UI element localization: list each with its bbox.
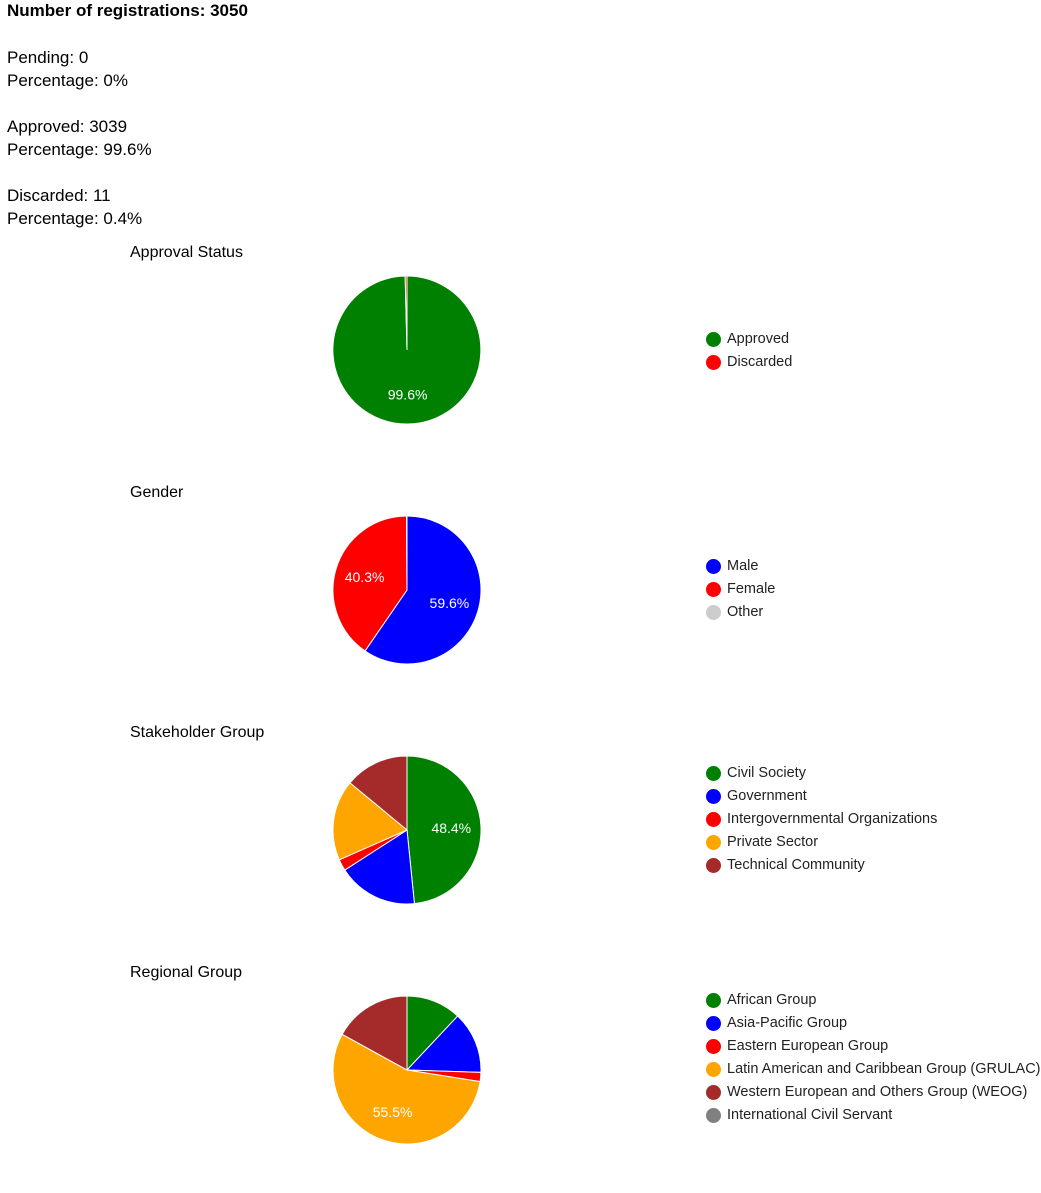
- pie-slice-label: 59.6%: [430, 595, 470, 611]
- chart-legend: African Group Asia-Pacific Group Eastern E…: [706, 990, 1041, 1128]
- legend-label: Asia-Pacific Group: [727, 1015, 847, 1031]
- legend-label: International Civil Servant: [727, 1107, 892, 1123]
- chart-title: Gender: [130, 483, 183, 503]
- pie-chart: 48.4%: [320, 743, 494, 917]
- legend-marker-icon: [706, 1108, 721, 1123]
- legend-item-government[interactable]: Government: [706, 786, 1041, 807]
- legend-label: Other: [727, 604, 763, 620]
- legend-label: Male: [727, 558, 758, 574]
- legend-label: Intergovernmental Organizations: [727, 811, 937, 827]
- legend-item-intergovernmental-organizations[interactable]: Intergovernmental Organizations: [706, 809, 1041, 830]
- pie-slice-label: 40.3%: [345, 569, 385, 585]
- legend-marker-icon: [706, 1039, 721, 1054]
- legend-item-male[interactable]: Male: [706, 556, 1041, 577]
- legend-item-female[interactable]: Female: [706, 579, 1041, 600]
- legend-label: Western European and Others Group (WEOG): [727, 1084, 1027, 1100]
- legend-marker-icon: [706, 789, 721, 804]
- pie-chart: 59.6% 40.3%: [320, 503, 494, 677]
- discarded-percentage: Percentage: 0.4%: [7, 207, 607, 230]
- legend-item-approved[interactable]: Approved: [706, 329, 1041, 350]
- chart-legend: Male Female Other: [706, 556, 1041, 625]
- chart-stakeholder-group: Stakeholder Group 48.4% Civil Society Gover…: [0, 723, 1041, 953]
- legend-item-latin-american-and-caribbean-group-grulac[interactable]: Latin American and Caribbean Group (GRUL…: [706, 1059, 1041, 1080]
- chart-regional-group: Regional Group 55.5% African Group Asia-Pac…: [0, 963, 1041, 1193]
- chart-legend: Approved Discarded: [706, 329, 1041, 375]
- approved-count: Approved: 3039: [7, 115, 607, 138]
- chart-title: Stakeholder Group: [130, 723, 264, 743]
- pie-slice-label: 55.5%: [373, 1104, 413, 1120]
- legend-marker-icon: [706, 1016, 721, 1031]
- pie-chart: 55.5%: [320, 983, 494, 1157]
- chart-legend: Civil Society Government Intergovernmental…: [706, 763, 1041, 878]
- legend-label: African Group: [727, 992, 816, 1008]
- legend-marker-icon: [706, 559, 721, 574]
- chart-approval-status: Approval Status 99.6% Approved Discarded: [0, 243, 1041, 473]
- legend-label: Technical Community: [727, 857, 865, 873]
- legend-item-asia-pacific-group[interactable]: Asia-Pacific Group: [706, 1013, 1041, 1034]
- legend-item-other[interactable]: Other: [706, 602, 1041, 623]
- legend-label: Approved: [727, 331, 789, 347]
- pending-percentage: Percentage: 0%: [7, 69, 607, 92]
- chart-title: Approval Status: [130, 243, 243, 263]
- legend-item-eastern-european-group[interactable]: Eastern European Group: [706, 1036, 1041, 1057]
- legend-item-international-civil-servant[interactable]: International Civil Servant: [706, 1105, 1041, 1126]
- legend-label: Latin American and Caribbean Group (GRUL…: [727, 1061, 1041, 1077]
- legend-marker-icon: [706, 1062, 721, 1077]
- chart-gender: Gender 59.6% 40.3% Male Female Other: [0, 483, 1041, 713]
- legend-label: Female: [727, 581, 775, 597]
- pie-slice-label: 99.6%: [388, 386, 428, 402]
- legend-marker-icon: [706, 858, 721, 873]
- legend-label: Eastern European Group: [727, 1038, 888, 1054]
- legend-label: Government: [727, 788, 807, 804]
- registrations-total: Number of registrations: 3050: [7, 0, 607, 23]
- legend-marker-icon: [706, 332, 721, 347]
- legend-item-western-european-and-others-group-weog[interactable]: Western European and Others Group (WEOG): [706, 1082, 1041, 1103]
- legend-marker-icon: [706, 582, 721, 597]
- pie-slice-label: 48.4%: [431, 820, 471, 836]
- legend-marker-icon: [706, 766, 721, 781]
- legend-item-discarded[interactable]: Discarded: [706, 352, 1041, 373]
- discarded-count: Discarded: 11: [7, 184, 607, 207]
- legend-item-african-group[interactable]: African Group: [706, 990, 1041, 1011]
- pending-count: Pending: 0: [7, 46, 607, 69]
- legend-marker-icon: [706, 1085, 721, 1100]
- legend-label: Civil Society: [727, 765, 806, 781]
- legend-item-private-sector[interactable]: Private Sector: [706, 832, 1041, 853]
- approved-percentage: Percentage: 99.6%: [7, 138, 607, 161]
- legend-marker-icon: [706, 605, 721, 620]
- legend-item-civil-society[interactable]: Civil Society: [706, 763, 1041, 784]
- legend-marker-icon: [706, 835, 721, 850]
- legend-label: Discarded: [727, 354, 792, 370]
- pie-chart: 99.6%: [320, 263, 494, 437]
- legend-marker-icon: [706, 355, 721, 370]
- legend-marker-icon: [706, 812, 721, 827]
- legend-item-technical-community[interactable]: Technical Community: [706, 855, 1041, 876]
- chart-title: Regional Group: [130, 963, 242, 983]
- legend-marker-icon: [706, 993, 721, 1008]
- legend-label: Private Sector: [727, 834, 818, 850]
- registration-summary: Number of registrations: 3050 Pending: 0…: [7, 0, 607, 230]
